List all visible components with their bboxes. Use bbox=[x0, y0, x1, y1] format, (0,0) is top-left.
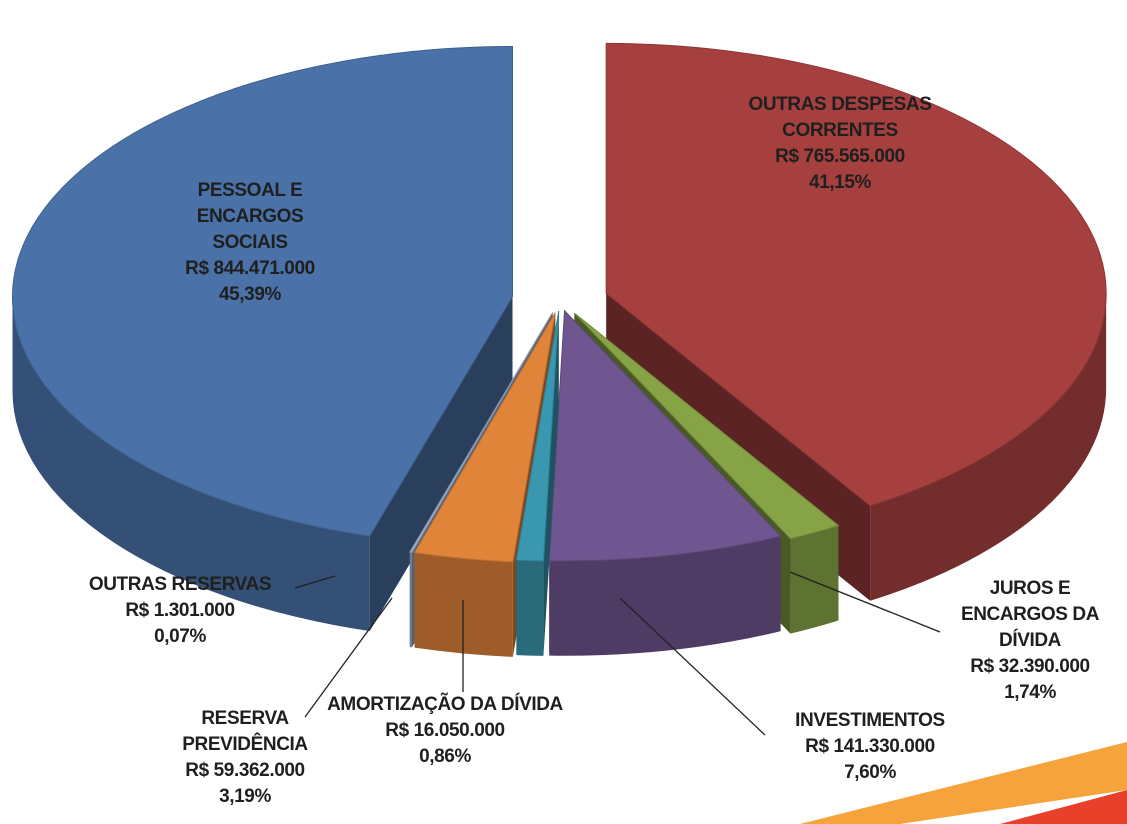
slice-side bbox=[870, 293, 1107, 601]
slice-side bbox=[414, 552, 513, 657]
data-label: OUTRAS DESPESAS CORRENTES R$ 765.565.000 4… bbox=[720, 92, 960, 196]
category-label: RESERVA PREVIDÊNCIA bbox=[182, 708, 308, 755]
slice-side bbox=[790, 525, 839, 634]
data-label: PESSOAL E ENCARGOS SOCIAIS R$ 844.471.000… bbox=[165, 178, 335, 308]
category-label: OUTRAS RESERVAS bbox=[88, 574, 272, 595]
decor-stripe bbox=[800, 742, 1127, 824]
value-label: R$ 141.330.000 bbox=[805, 736, 935, 757]
category-label: INVESTIMENTOS bbox=[795, 710, 945, 731]
slice bbox=[515, 310, 560, 562]
category-label: PESSOAL E ENCARGOS SOCIAIS bbox=[196, 180, 304, 253]
value-label: R$ 1.301.000 bbox=[125, 600, 235, 621]
leader-line bbox=[304, 597, 393, 718]
slice-side bbox=[516, 560, 544, 656]
data-label: RESERVA PREVIDÊNCIA R$ 59.362.000 3,19% bbox=[160, 706, 330, 810]
leader-line bbox=[294, 575, 336, 589]
value-label: 3,19% bbox=[219, 786, 271, 807]
data-label: JUROS E ENCARGOS DA DÍVIDA R$ 32.390.000 1… bbox=[945, 576, 1115, 706]
data-label: OUTRAS RESERVAS R$ 1.301.000 0,07% bbox=[55, 572, 305, 650]
value-label: R$ 59.362.000 bbox=[185, 760, 305, 781]
category-label: JUROS E ENCARGOS DA DÍVIDA bbox=[960, 578, 1100, 651]
slice-side bbox=[409, 552, 412, 648]
value-label: R$ 844.471.000 bbox=[185, 258, 315, 279]
leader-line bbox=[789, 571, 941, 633]
category-label: AMORTIZAÇÃO DA DÍVIDA bbox=[327, 694, 563, 715]
slice bbox=[548, 309, 782, 562]
slice-side bbox=[549, 536, 781, 656]
slice bbox=[413, 312, 556, 563]
value-label: R$ 16.050.000 bbox=[385, 720, 505, 741]
value-label: 45,39% bbox=[218, 284, 282, 305]
decor-stripe bbox=[1000, 790, 1127, 824]
value-label: 1,74% bbox=[1004, 682, 1056, 703]
value-label: R$ 32.390.000 bbox=[970, 656, 1090, 677]
data-label: AMORTIZAÇÃO DA DÍVIDA R$ 16.050.000 0,86% bbox=[325, 692, 565, 770]
value-label: 0,86% bbox=[419, 746, 471, 767]
value-label: 7,60% bbox=[844, 762, 896, 783]
slice-side bbox=[12, 296, 370, 632]
slice bbox=[12, 46, 514, 537]
category-label: OUTRAS DESPESAS CORRENTES bbox=[748, 94, 932, 141]
leader-line bbox=[619, 597, 766, 736]
slice-wall bbox=[369, 296, 513, 632]
slice bbox=[605, 42, 1107, 507]
value-label: 41,15% bbox=[808, 172, 872, 193]
value-label: 0,07% bbox=[154, 626, 206, 647]
data-label: INVESTIMENTOS R$ 141.330.000 7,60% bbox=[760, 708, 980, 786]
slice bbox=[409, 312, 554, 553]
slice bbox=[574, 312, 840, 540]
value-label: R$ 765.565.000 bbox=[775, 146, 905, 167]
